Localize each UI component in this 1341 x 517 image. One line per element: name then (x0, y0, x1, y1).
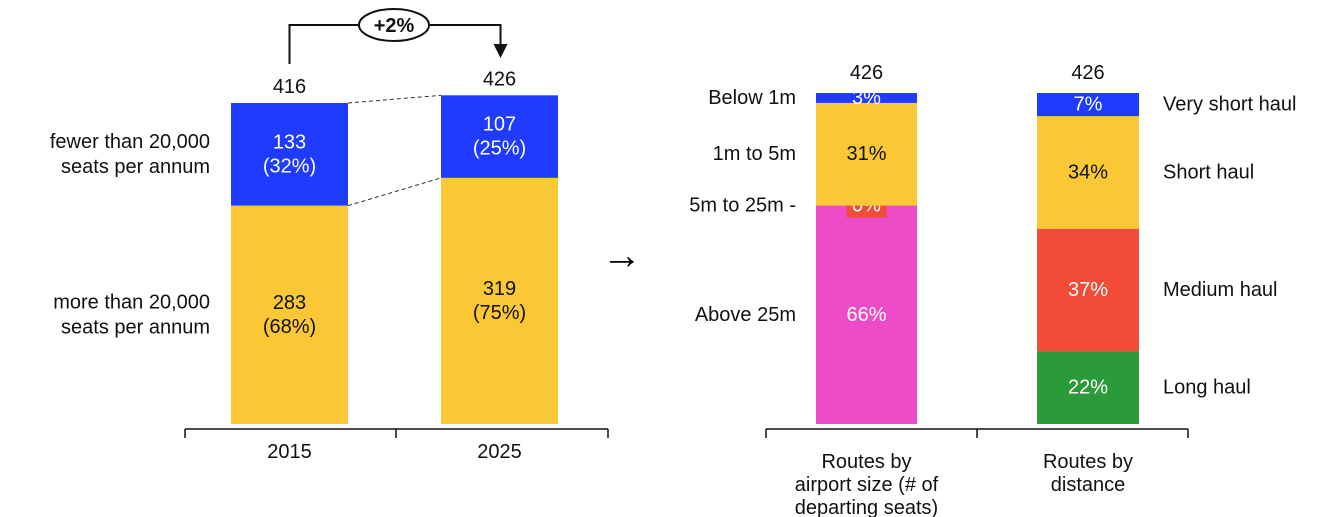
category-label: Routes by (821, 451, 911, 473)
legend-label-large-airports: seats per annum (61, 316, 210, 338)
category-label: airport size (# of (795, 474, 939, 496)
segment-name-label: 1m to 5m (713, 143, 796, 165)
data-label: 37% (1068, 279, 1108, 301)
data-label: 66% (846, 304, 886, 326)
segment-name-label: Short haul (1163, 161, 1254, 183)
connector-line (347, 94, 442, 104)
data-label: (75%) (473, 302, 526, 324)
bar-segment-2015-large-airports (231, 205, 348, 424)
segment-name-label: Above 25m (695, 304, 796, 326)
growth-arrowhead-icon (493, 44, 508, 58)
data-label: (25%) (473, 138, 526, 160)
data-label: 22% (1068, 377, 1108, 399)
bar-segment-short-haul (1037, 116, 1139, 229)
bar-segment-below-1m (816, 93, 917, 103)
data-label: 107 (483, 114, 516, 136)
data-label: 133 (273, 131, 306, 153)
category-label: Routes by (1043, 451, 1133, 473)
airport-size-chart: 66%Above 25m0%5m to 25m -31%1m to 5m3%Be… (689, 62, 1189, 517)
segment-name-label: Below 1m (708, 87, 796, 109)
category-label: distance (1051, 474, 1126, 496)
bar-segment-2015-small-airports (231, 103, 348, 206)
legend-label-small-airports: fewer than 20,000 (50, 131, 210, 153)
legend-label-large-airports: more than 20,000 (53, 291, 210, 313)
distance-chart: 22% Long haul 37% Medium haul 34% Short haul 7… (1037, 62, 1296, 496)
bar-segment-2025-small-airports (441, 95, 558, 178)
data-label: 31% (846, 143, 886, 165)
total-label: 416 (273, 76, 306, 98)
total-label: 426 (850, 62, 883, 84)
segment-name-label: 5m to 25m - (689, 195, 796, 217)
total-label: 426 (483, 68, 516, 90)
bar-segment-very-short-haul (1037, 93, 1139, 117)
data-label: 7% (1074, 94, 1103, 116)
transition-arrow-icon: → (602, 234, 642, 278)
bar-segment-long-haul (1037, 351, 1139, 424)
bar-segment-above-25m (816, 205, 917, 424)
data-label: 319 (483, 278, 516, 300)
total-label: 426 (1071, 62, 1104, 84)
segment-name-label: Very short haul (1163, 94, 1296, 116)
connector-line (347, 177, 442, 207)
data-label: (32%) (263, 155, 316, 177)
left-stacked-chart: 283(68%) 133(32%) 416 319(75%) 107(25%) 426 20… (50, 8, 609, 463)
data-label: 34% (1068, 161, 1108, 183)
data-label: 283 (273, 292, 306, 314)
tick-label-2015: 2015 (267, 441, 312, 463)
segment-name-label: Medium haul (1163, 279, 1278, 301)
bar-segment-medium-haul (1037, 228, 1139, 352)
data-label: (68%) (263, 316, 316, 338)
growth-badge (358, 8, 430, 42)
tick-label-2025: 2025 (477, 441, 522, 463)
segment-name-label: Long haul (1163, 377, 1251, 399)
legend-label-small-airports: seats per annum (61, 156, 210, 178)
data-label: 3% (852, 87, 881, 109)
bar-segment-1m-to-5m (816, 102, 917, 206)
growth-badge-label: +2% (374, 15, 415, 37)
bar-segment-2025-large-airports (441, 177, 558, 424)
category-label: departing seats) (795, 497, 938, 517)
